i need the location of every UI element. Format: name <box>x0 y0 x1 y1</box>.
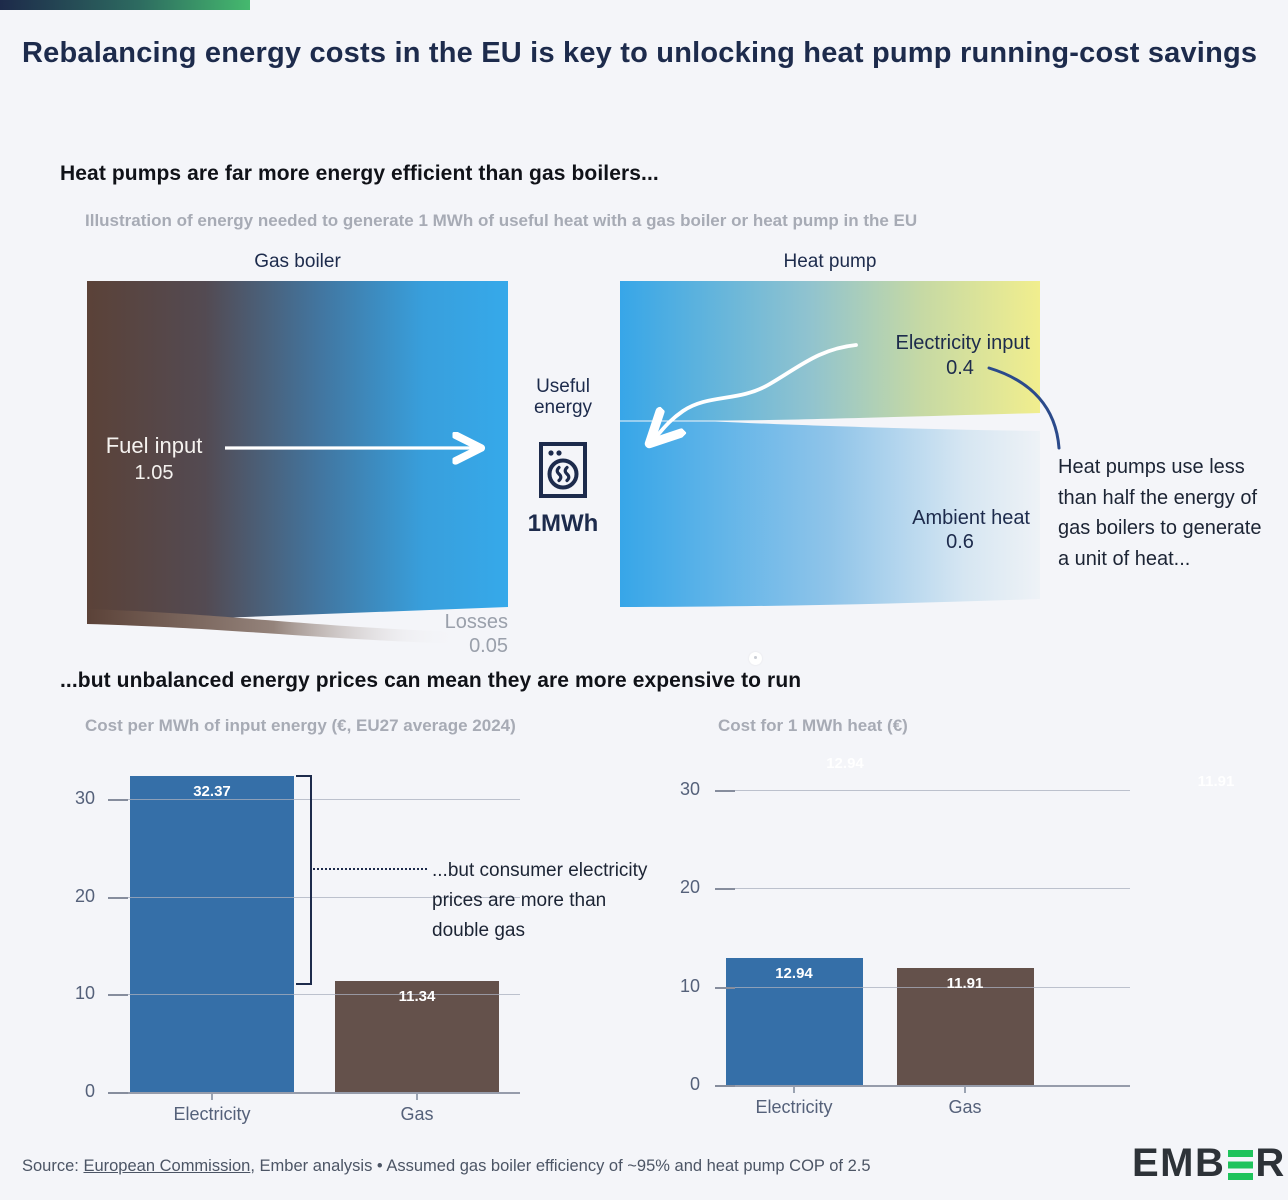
bar-gas <box>335 981 499 1092</box>
ytick-label-20: 20 <box>74 885 95 906</box>
dotted-connector-line <box>313 868 427 870</box>
ghost-label-1: 11.91 <box>1197 773 1235 790</box>
heat-pump-annotation: Heat pumps use less than half the energy… <box>1058 456 1262 570</box>
bar-value-label: 32.37 <box>193 783 231 801</box>
ytick-label-10: 10 <box>74 983 95 1004</box>
ytick-stub-10 <box>715 986 735 989</box>
heater-icon <box>539 442 587 498</box>
ytick-stub-30 <box>108 799 128 802</box>
page-title: Rebalancing energy costs in the EU is ke… <box>22 37 1258 69</box>
gas-boiler-label: Gas boiler <box>254 251 341 272</box>
xtick-0 <box>793 1087 795 1093</box>
ytick-stub-10 <box>108 994 128 997</box>
chart1-title: Cost per MWh of input energy (€, EU27 av… <box>85 716 516 735</box>
section-heading-prices: ...but unbalanced energy prices can mean… <box>60 669 802 692</box>
gridline-0 <box>108 1092 520 1094</box>
source-prefix: Source: <box>22 1157 84 1175</box>
losses-value: 0.05 <box>469 634 508 657</box>
ytick-stub-20 <box>715 888 735 890</box>
useful-energy-label: Useful energy <box>533 376 593 418</box>
bar-electricity <box>130 776 294 1092</box>
bar-value-label: 12.94 <box>775 964 813 982</box>
ytick-stub-0 <box>108 1092 128 1094</box>
gridline-10 <box>715 986 1130 988</box>
fuel-input-label: Fuel input <box>105 433 203 458</box>
ambient-heat-value: 0.6 <box>946 531 974 553</box>
ytick-label-30: 30 <box>74 788 95 809</box>
xtick-1 <box>964 1087 966 1093</box>
category-label-gas: Gas <box>400 1104 434 1124</box>
useful-energy-block: Useful energy 1MWh <box>515 376 611 538</box>
gridline-30 <box>715 789 1130 791</box>
category-label-electricity: Electricity <box>173 1104 251 1124</box>
bar-value-label: 11.34 <box>398 988 436 1006</box>
ytick-label-0: 0 <box>689 1074 700 1094</box>
gridline-30 <box>108 799 520 801</box>
ember-logo-green-e-icon <box>1228 1149 1254 1180</box>
xtick-0 <box>211 1094 213 1100</box>
ember-logo-left: EMB <box>1132 1141 1226 1185</box>
bar-value-label: 11.91 <box>946 974 984 992</box>
price-gap-annotation: ...but consumer electricity prices are m… <box>432 860 648 941</box>
ember-logo: EMB R <box>1132 1143 1286 1183</box>
source-rest: , Ember analysis • Assumed gas boiler ef… <box>250 1157 871 1175</box>
ghost-label-0: 12.94 <box>826 755 864 772</box>
ember-logo-right: R <box>1255 1141 1286 1185</box>
category-label-electricity: Electricity <box>755 1097 833 1117</box>
heat-pump-label: Heat pump <box>783 251 877 272</box>
electricity-input-label: Electricity input <box>895 332 1031 354</box>
gridline-0 <box>715 1085 1130 1087</box>
gridline-20 <box>715 888 1130 889</box>
ytick-label-30: 30 <box>679 778 700 799</box>
ambient-heat-label: Ambient heat <box>912 507 1030 529</box>
useful-energy-value: 1MWh <box>527 510 599 537</box>
comparison-bracket <box>296 775 312 985</box>
ytick-stub-20 <box>108 896 128 899</box>
source-link[interactable]: European Commission <box>83 1157 251 1175</box>
category-label-gas: Gas <box>948 1097 982 1117</box>
xtick-1 <box>416 1094 418 1100</box>
ytick-label-20: 20 <box>679 877 700 897</box>
losses-text: Losses <box>444 611 508 633</box>
ghost-tooltip-dot <box>749 652 762 665</box>
illustration-subtitle: Illustration of energy needed to generat… <box>85 211 918 230</box>
fuel-input-value: 1.05 <box>134 462 174 484</box>
chart2-title: Cost for 1 MWh heat (€) <box>718 716 908 735</box>
source-line: Source: European Commission, Ember analy… <box>22 1157 871 1176</box>
ytick-stub-0 <box>715 1085 735 1087</box>
gridline-20 <box>108 896 520 898</box>
ytick-label-0: 0 <box>84 1081 95 1101</box>
electricity-input-value: 0.4 <box>946 357 974 379</box>
ytick-label-10: 10 <box>679 975 700 996</box>
gridline-10 <box>108 994 520 996</box>
ytick-stub-30 <box>715 789 735 792</box>
bar-electricity <box>725 957 863 1085</box>
brand-accent-bar <box>0 0 250 10</box>
losses-label: Losses 0.05 <box>370 611 508 658</box>
section-heading-efficiency: Heat pumps are far more energy efficient… <box>60 162 659 185</box>
